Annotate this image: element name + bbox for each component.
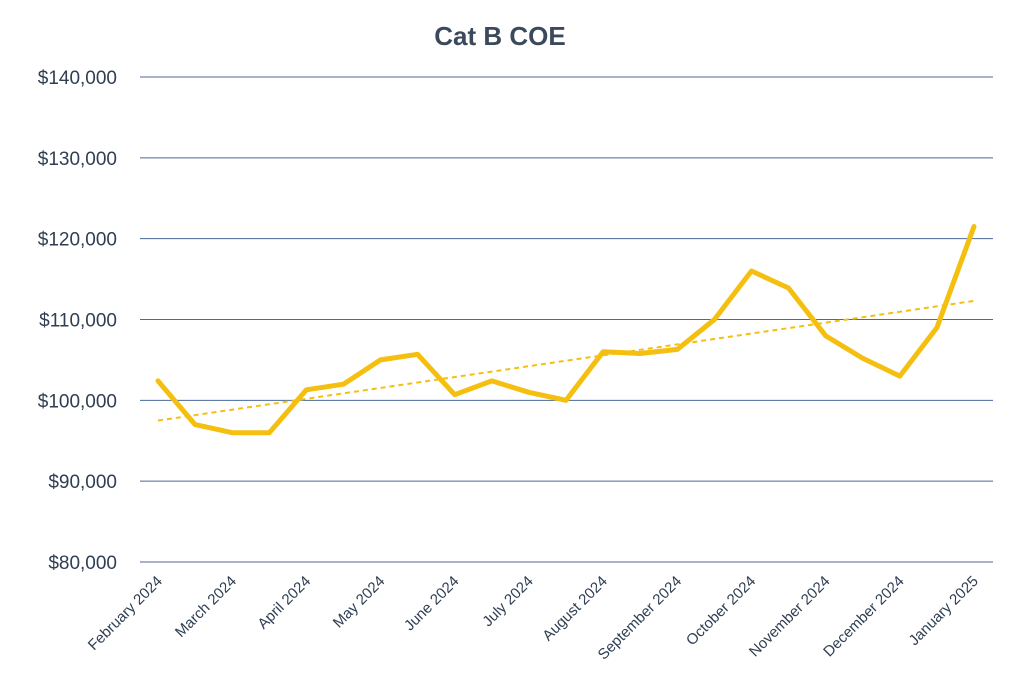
- y-tick-label: $130,000: [38, 149, 117, 170]
- x-tick-label: February 2024: [85, 573, 166, 654]
- x-tick-label: June 2024: [401, 573, 463, 635]
- x-axis-tick-labels: February 2024 March 2024 April 2024 May 202…: [85, 573, 982, 663]
- x-tick-label: April 2024: [254, 573, 314, 633]
- series-layer: [155, 224, 977, 436]
- gridlines: [140, 76, 993, 563]
- y-axis-tick-labels: $80,000 $90,000 $100,000 $110,000 $120,000 $1…: [38, 68, 117, 574]
- x-tick-label: March 2024: [172, 573, 240, 641]
- y-tick-label: $140,000: [38, 68, 117, 89]
- chart-title: Cat B COE: [434, 21, 565, 51]
- x-tick-label: July 2024: [479, 573, 536, 630]
- x-tick-label: May 2024: [330, 573, 389, 632]
- y-tick-label: $90,000: [48, 472, 117, 493]
- y-tick-label: $110,000: [39, 311, 117, 332]
- x-tick-label: August 2024: [539, 573, 611, 645]
- y-tick-label: $100,000: [38, 391, 117, 412]
- y-tick-label: $80,000: [48, 553, 117, 574]
- y-tick-label: $120,000: [38, 230, 117, 251]
- x-tick-label: December 2024: [820, 573, 907, 660]
- series-line: [155, 224, 977, 436]
- x-tick-label: January 2025: [906, 573, 982, 649]
- x-tick-label: October 2024: [683, 573, 759, 649]
